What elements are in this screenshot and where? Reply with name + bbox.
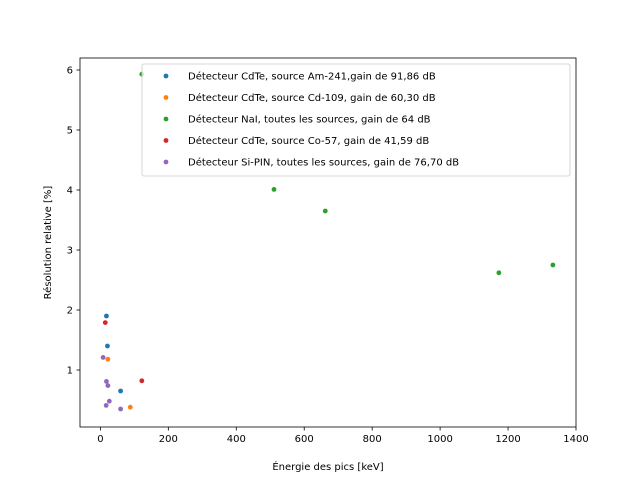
data-point-series-5 [104, 379, 109, 384]
data-point-series-4 [139, 378, 145, 384]
legend-label-series-1: Détecteur CdTe, source Am-241,gain de 91… [188, 71, 436, 83]
legend-label-series-2: Détecteur CdTe, source Cd-109, gain de 6… [188, 92, 436, 104]
x-axis-ticks: 0 200 400 600 800 1000 1200 1400 [97, 427, 589, 445]
data-point-series-5 [106, 398, 112, 404]
legend-marker-series-3 [163, 116, 169, 122]
y-tick-label: 1 [67, 366, 73, 377]
data-point-series-5 [100, 355, 106, 360]
y-tick-label: 4 [67, 186, 73, 197]
x-tick-label: 1400 [563, 434, 588, 445]
data-point-series-1 [104, 313, 109, 319]
data-point-series-5 [105, 383, 111, 388]
y-axis-label: Résolution relative [%] [42, 186, 54, 300]
y-tick-label: 2 [67, 306, 73, 317]
legend-label-series-4: Détecteur CdTe, source Co-57, gain de 41… [188, 135, 429, 147]
y-tick-label: 5 [67, 126, 73, 137]
data-point-series-4 [102, 320, 108, 325]
x-tick-label: 800 [363, 434, 382, 445]
x-tick-label: 400 [227, 434, 246, 445]
x-tick-label: 1000 [427, 434, 452, 445]
data-point-series-5 [118, 406, 123, 412]
y-tick-label: 3 [67, 246, 73, 257]
legend-marker-series-2 [163, 95, 169, 100]
y-axis-ticks: 1 2 3 4 5 6 [67, 66, 80, 377]
data-point-series-1 [105, 343, 110, 349]
legend-label-series-5: Détecteur Si-PIN, toutes les sources, ga… [188, 157, 459, 169]
data-point-series-3 [271, 187, 277, 192]
x-axis-label: Énergie des pics [keV] [272, 460, 383, 473]
legend-marker-series-5 [163, 159, 169, 165]
x-tick-label: 1200 [495, 434, 520, 445]
legend-label-series-3: Détecteur NaI, toutes les sources, gain … [188, 114, 431, 126]
y-tick-label: 6 [67, 66, 73, 77]
x-tick-label: 0 [97, 434, 103, 445]
data-point-series-3 [550, 262, 556, 268]
legend: Détecteur CdTe, source Am-241,gain de 91… [141, 63, 571, 177]
data-point-series-5 [103, 403, 109, 408]
data-points [100, 71, 556, 412]
x-tick-label: 200 [159, 434, 178, 445]
data-point-series-1 [118, 388, 123, 394]
legend-frame [141, 63, 571, 177]
legend-marker-series-1 [163, 73, 169, 79]
x-tick-label: 600 [295, 434, 314, 445]
data-point-series-3 [322, 208, 328, 214]
data-point-series-3 [496, 270, 502, 276]
legend-marker-series-4 [163, 138, 169, 143]
data-point-series-2 [127, 404, 133, 410]
data-point-series-2 [105, 356, 111, 362]
